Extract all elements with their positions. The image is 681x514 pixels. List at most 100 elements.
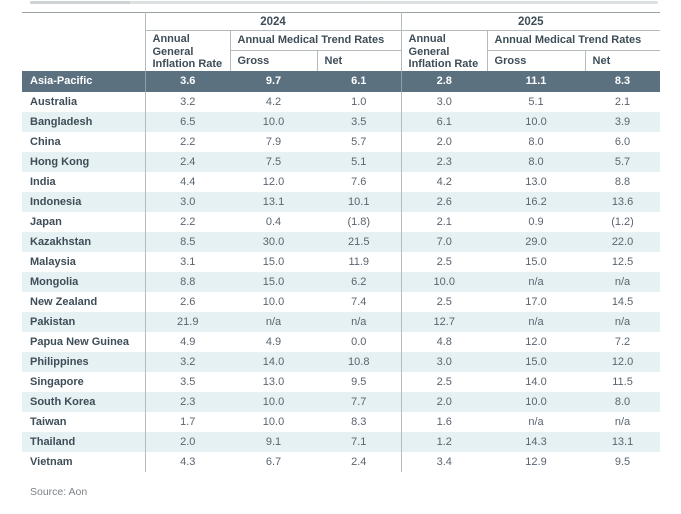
value-cell: 7.5 (265, 155, 282, 168)
value-cell: 2.1 (436, 215, 452, 228)
header-2025-net: Net (592, 55, 611, 68)
row-label: Japan (22, 211, 146, 232)
year-header-row: 2024 2025 (22, 11, 661, 71)
value-cell: 8.0 (528, 135, 544, 148)
row-label: Mongolia (22, 271, 146, 292)
value-cell: 10.0 (262, 295, 285, 308)
medical-trend-rates-table: 2024 2025 Annual General Inflation Rate … (22, 11, 661, 472)
row-label: Malaysia (22, 251, 146, 272)
value-cell: 4.4 (180, 175, 196, 188)
value-cell: 2.2 (180, 215, 196, 228)
value-cell: 13.0 (262, 375, 285, 388)
table-row: Indonesia 3.0 13.1 10.1 2.6 16.2 13.6 (22, 191, 661, 212)
value-cell: 4.3 (180, 455, 196, 468)
table-row: Singapore 3.5 13.0 9.5 2.5 14.0 11.5 (22, 371, 660, 392)
value-cell: n/a (528, 415, 544, 428)
value-cell: 4.2 (436, 175, 452, 188)
value-cell: n/a (614, 415, 631, 428)
row-label: India (22, 171, 146, 192)
value-cell: 14.5 (611, 295, 634, 308)
value-cell: 8.0 (614, 395, 631, 408)
value-cell: 3.0 (436, 95, 452, 108)
table-row: Papua New Guinea 4.9 4.9 0.0 4.8 12.0 7.2 (22, 331, 660, 352)
value-cell: 2.3 (180, 395, 196, 408)
value-cell: 2.0 (180, 435, 196, 448)
corner-spacer (22, 11, 146, 71)
value-cell: 3.2 (180, 95, 196, 108)
value-cell: n/a (528, 315, 544, 328)
table-row: Mongolia 8.8 15.0 6.2 10.0 n/a n/a (22, 271, 661, 292)
value-cell: 3.4 (436, 455, 452, 468)
value-cell: 10.0 (525, 115, 547, 128)
value-cell: 15.0 (525, 355, 547, 368)
table-row: Taiwan 1.7 10.0 8.3 1.6 n/a n/a (22, 411, 660, 432)
value-cell: 13.1 (262, 195, 285, 208)
value-cell: 10.0 (262, 395, 285, 408)
row-label: Philippines (22, 351, 146, 372)
value-cell: 10.8 (317, 351, 402, 372)
value-cell: 6.7 (265, 455, 282, 468)
value-cell: 10.0 (433, 275, 455, 288)
table-row: Philippines 3.2 14.0 10.8 3.0 15.0 12.0 (22, 351, 661, 372)
value-cell: 17.0 (525, 295, 547, 308)
value-cell: 14.0 (262, 355, 285, 368)
value-cell: 16.2 (525, 195, 547, 208)
table-row: China 2.2 7.9 5.7 2.0 8.0 6.0 (22, 131, 660, 152)
value-cell: 7.4 (317, 291, 402, 312)
row-label: Hong Kong (22, 151, 146, 172)
group-header-row: Annual General Inflation Rate Annual Med… (22, 30, 661, 71)
value-cell: 9.5 (317, 371, 402, 392)
value-cell: 1.6 (436, 415, 452, 428)
value-cell: 6.0 (614, 135, 631, 148)
row-label: Kazakhstan (22, 231, 146, 252)
value-cell: 2.3 (436, 155, 452, 168)
year-header-2025: 2025 (401, 12, 661, 31)
value-cell: 8.5 (180, 235, 196, 248)
value-cell: 2.0 (436, 395, 452, 408)
value-cell: 3.2 (180, 355, 196, 368)
value-cell: 3.6 (180, 75, 196, 88)
table-row: Japan 2.2 0.4 (1.8) 2.1 0.9 (1.2) (22, 211, 660, 232)
value-cell: (1.8) (317, 211, 402, 232)
value-cell: 3.0 (436, 355, 452, 368)
header-2024-net: Net (317, 50, 402, 71)
table-row: Bangladesh 6.5 10.0 3.5 6.1 10.0 3.9 (22, 111, 661, 132)
value-cell: 7.0 (436, 235, 452, 248)
value-cell: 13.1 (611, 435, 634, 448)
value-cell: 13.6 (611, 195, 634, 208)
value-cell: 10.0 (262, 415, 285, 428)
value-cell: 29.0 (525, 235, 547, 248)
value-cell: 8.3 (614, 75, 631, 88)
value-cell: 9.1 (265, 435, 282, 448)
value-cell: 9.5 (614, 455, 631, 468)
table-row: Malaysia 3.1 15.0 11.9 2.5 15.0 12.5 (22, 251, 660, 272)
row-label: South Korea (22, 391, 146, 412)
value-cell: 0.9 (528, 215, 544, 228)
table-row: India 4.4 12.0 7.6 4.2 13.0 8.8 (22, 171, 660, 192)
value-cell: 3.1 (180, 255, 196, 268)
value-cell: 0.0 (317, 331, 402, 352)
value-cell: 5.1 (317, 151, 402, 172)
table-row: New Zealand 2.6 10.0 7.4 2.5 17.0 14.5 (22, 291, 660, 312)
table-row: Kazakhstan 8.5 30.0 21.5 7.0 29.0 22.0 (22, 231, 661, 252)
source-note: Source: Aon (30, 485, 88, 498)
row-label: Singapore (22, 371, 146, 392)
value-cell: n/a (614, 275, 631, 288)
header-2024-medical: Annual Medical Trend Rates (230, 30, 402, 52)
row-label: Vietnam (22, 451, 146, 472)
value-cell: 6.1 (317, 70, 402, 92)
value-cell: 4.9 (265, 335, 282, 348)
value-cell: 3.5 (180, 375, 196, 388)
value-cell: 12.0 (525, 335, 547, 348)
summary-row-asia-pacific: Asia-Pacific 3.6 9.7 6.1 2.8 11.1 8.3 (22, 70, 661, 92)
value-cell: n/a (265, 315, 282, 328)
header-2024-gross: Gross (230, 50, 318, 71)
value-cell: 2.4 (180, 155, 196, 168)
value-cell: 21.9 (177, 315, 199, 328)
value-cell: 21.5 (317, 231, 402, 252)
value-cell: 5.1 (528, 95, 544, 108)
value-cell: 7.7 (317, 391, 402, 412)
header-2025-medical: Annual Medical Trend Rates (487, 30, 661, 52)
table-body: Asia-Pacific 3.6 9.7 6.1 2.8 11.1 8.3 Australia… (22, 70, 661, 472)
